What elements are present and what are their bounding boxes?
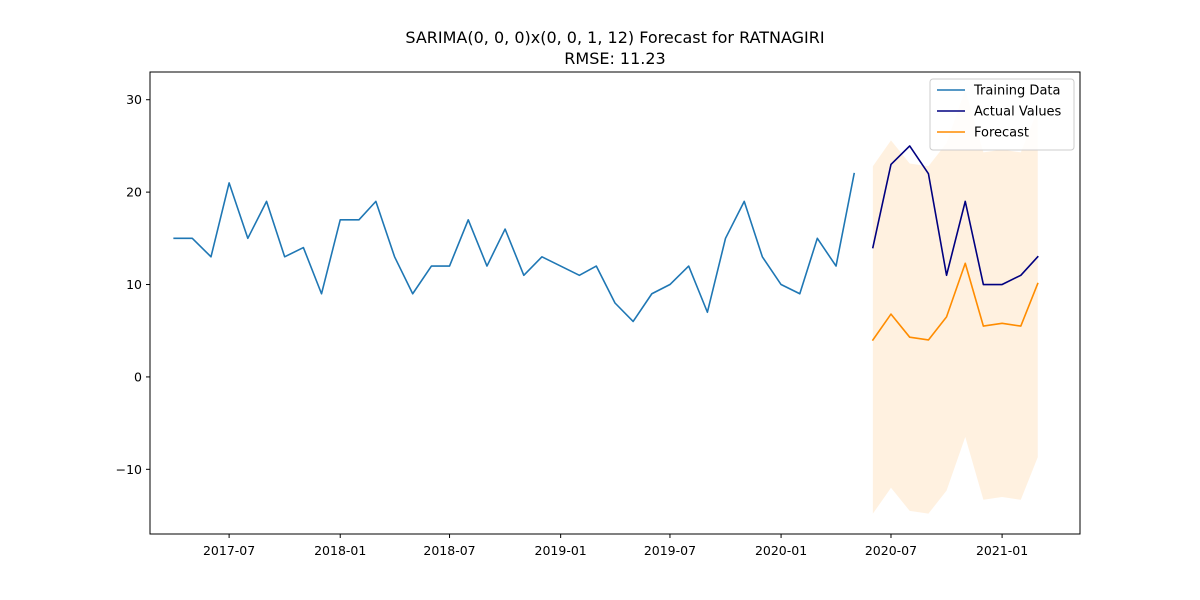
y-tick-label: −10 <box>116 462 142 477</box>
y-tick-label: 30 <box>126 92 142 107</box>
x-tick-label: 2020-01 <box>755 543 807 558</box>
legend-label: Training Data <box>973 84 1060 99</box>
y-tick-label: 20 <box>126 185 142 200</box>
plot-area <box>173 89 1039 514</box>
axes-frame <box>149 71 1081 535</box>
legend-box <box>929 78 1075 151</box>
y-tick-label: 10 <box>126 277 142 292</box>
x-tick-label: 2021-01 <box>976 543 1028 558</box>
chart-subtitle: RMSE: 11.23 <box>564 49 665 68</box>
legend: Training Data Actual Values Forecast <box>929 78 1075 151</box>
x-tick-label: 2019-01 <box>535 543 587 558</box>
series-line-training-data <box>173 172 856 323</box>
x-tick-label: 2020-07 <box>865 543 917 558</box>
x-tick-label: 2017-07 <box>203 543 255 558</box>
chart-title: SARIMA(0, 0, 0)x(0, 0, 1, 12) Forecast f… <box>405 28 824 47</box>
x-tick-label: 2018-07 <box>423 543 475 558</box>
legend-label: Actual Values <box>974 105 1062 120</box>
series-line-forecast <box>871 262 1039 342</box>
x-tick-label: 2018-01 <box>314 543 366 558</box>
x-tick-label: 2019-07 <box>644 543 696 558</box>
y-tick-label: 0 <box>134 369 142 384</box>
series-line-actual-values <box>871 145 1039 286</box>
legend-label: Forecast <box>974 126 1029 141</box>
confidence-band <box>872 89 1038 514</box>
axes: 2017-07 2018-01 2018-07 2019-01 2019-07 2020-… <box>116 92 1029 558</box>
